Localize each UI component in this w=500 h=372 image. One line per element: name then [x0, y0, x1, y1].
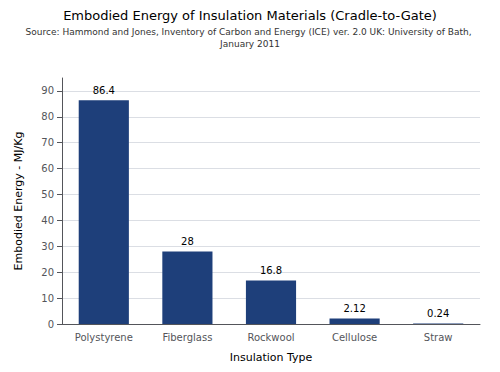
svg-text:January 2011: January 2011	[219, 39, 280, 49]
svg-text:2.12: 2.12	[343, 303, 365, 314]
svg-text:0: 0	[48, 319, 54, 330]
svg-text:86.4: 86.4	[93, 85, 115, 96]
svg-text:Embodied Energy - MJ/Kg: Embodied Energy - MJ/Kg	[12, 132, 25, 271]
svg-text:20: 20	[41, 267, 54, 278]
svg-text:10: 10	[41, 293, 54, 304]
svg-text:Insulation Type: Insulation Type	[230, 351, 313, 364]
svg-text:80: 80	[41, 111, 54, 122]
svg-text:Straw: Straw	[424, 332, 453, 343]
svg-text:30: 30	[41, 241, 54, 252]
svg-text:50: 50	[41, 189, 54, 200]
svg-text:Source: Hammond and Jones, Inv: Source: Hammond and Jones, Inventory of …	[26, 27, 475, 37]
svg-text:Rockwool: Rockwool	[247, 332, 294, 343]
svg-text:0.24: 0.24	[427, 308, 449, 319]
svg-text:Cellulose: Cellulose	[332, 332, 377, 343]
svg-text:60: 60	[41, 163, 54, 174]
svg-text:Fiberglass: Fiberglass	[162, 332, 212, 343]
svg-text:70: 70	[41, 137, 54, 148]
svg-text:16.8: 16.8	[260, 265, 282, 276]
svg-text:Polystyrene: Polystyrene	[75, 332, 133, 343]
svg-text:Embodied Energy of Insulation: Embodied Energy of Insulation Materials …	[63, 8, 437, 23]
svg-text:28: 28	[181, 236, 194, 247]
svg-text:90: 90	[41, 85, 54, 96]
svg-text:40: 40	[41, 215, 54, 226]
